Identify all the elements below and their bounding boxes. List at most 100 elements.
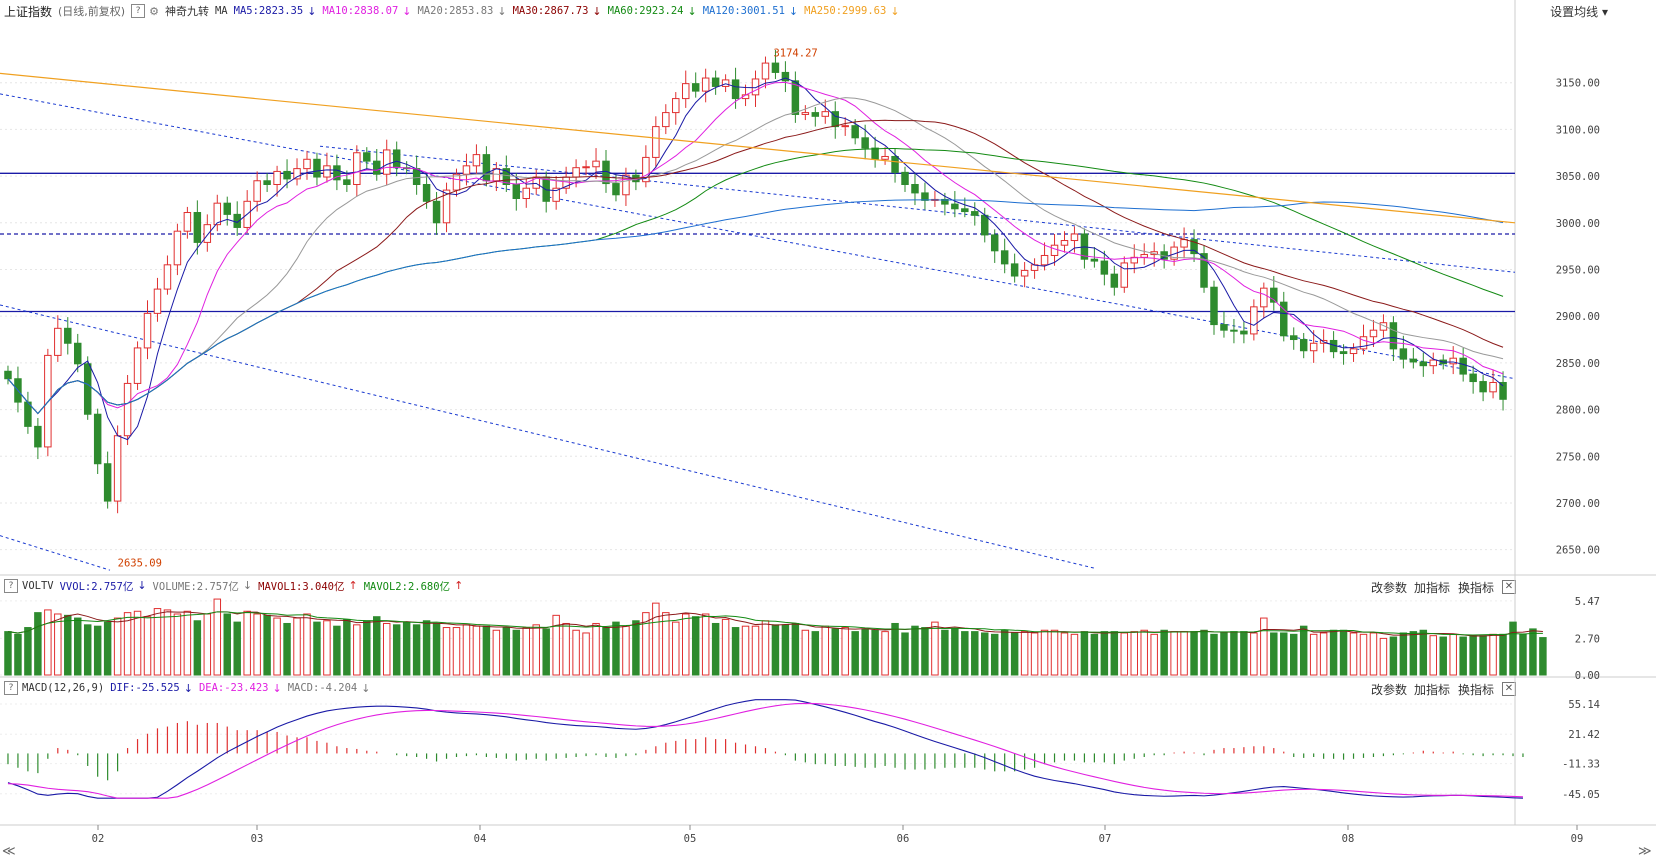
ma-trend-arrow: ↓: [890, 4, 900, 18]
volume-bar: [562, 622, 570, 676]
macd-switch-indicator-button[interactable]: 换指标: [1458, 683, 1495, 697]
candle-body: [1230, 329, 1238, 332]
volume-bar: [472, 625, 481, 676]
candle-body: [1260, 287, 1268, 308]
volume-bar: [143, 616, 152, 676]
volume-bar: [502, 627, 511, 676]
volume-bar: [741, 625, 750, 676]
x-tick-label: 07: [1099, 833, 1112, 845]
candle-body: [173, 230, 182, 266]
volume-close-icon[interactable]: ✕: [1502, 580, 1516, 594]
volume-bar: [582, 632, 590, 676]
candle-body: [283, 170, 291, 180]
volume-add-indicator-button[interactable]: 加指标: [1414, 581, 1451, 595]
candle-body: [1499, 381, 1507, 400]
volume-bar: [1280, 632, 1288, 676]
volume-bar: [701, 613, 710, 676]
candle-body: [1130, 256, 1138, 264]
ma-settings-button[interactable]: 设置均线 ▾: [1550, 5, 1608, 19]
candle-body: [512, 183, 521, 200]
candle-body: [1140, 254, 1148, 258]
volume-bar: [263, 614, 271, 676]
candle-body: [74, 342, 82, 365]
volume-bar: [711, 622, 720, 676]
candle-body: [612, 183, 620, 196]
candle-body: [681, 83, 690, 100]
candle-body: [482, 154, 491, 182]
volume-bar: [183, 610, 192, 676]
ma-legend: MA5:2823.35 ↓ MA10:2838.07 ↓ MA20:2853.83 ↓ MA…: [234, 5, 906, 18]
indicator-name[interactable]: 神奇九转: [164, 5, 209, 18]
macd-change-params-button[interactable]: 改参数: [1371, 683, 1408, 697]
volume-bar: [243, 610, 251, 676]
candle-body: [662, 112, 670, 128]
candle-body: [83, 363, 92, 415]
candle-body: [831, 111, 839, 128]
volume-bar: [64, 614, 72, 676]
volume-bar: [113, 617, 122, 676]
price-tick-label: 3100.00: [1556, 124, 1600, 136]
candle-body: [163, 264, 172, 290]
candle-body: [1100, 260, 1109, 275]
volume-bar: [1260, 617, 1268, 676]
volume-bar: [1339, 629, 1348, 676]
ma120-line: [7, 199, 1504, 415]
candle-body: [153, 288, 162, 314]
ma-legend-item: MA5:2823.35: [233, 4, 304, 17]
volume-switch-indicator-button[interactable]: 换指标: [1458, 581, 1495, 595]
volume-bar: [1200, 629, 1208, 676]
candle-body: [323, 165, 331, 178]
volume-bar: [1270, 632, 1278, 676]
volume-bar: [1050, 629, 1059, 676]
candle-body: [1399, 348, 1408, 360]
macd-legend-item: DEA:-23.423: [198, 681, 269, 694]
candle-body: [1469, 373, 1477, 383]
candle-body: [1000, 250, 1009, 265]
volume-bar: [1419, 629, 1428, 676]
volume-indicator-name: VOLTV: [22, 580, 54, 592]
price-tick-label: 2700.00: [1556, 498, 1600, 510]
volume-bar: [1459, 636, 1467, 676]
candle-body: [64, 327, 72, 344]
candle-body: [143, 312, 152, 349]
ma10-line: [7, 81, 1504, 415]
candle-body: [1449, 357, 1457, 365]
volume-bar: [353, 624, 361, 676]
macd-add-indicator-button[interactable]: 加指标: [1414, 683, 1451, 697]
volume-trend-arrow: ↑: [348, 578, 358, 592]
volume-bar: [781, 624, 790, 676]
volume-bar: [881, 631, 889, 676]
volume-bar: [811, 631, 820, 676]
scroll-left-icon[interactable]: ≪: [2, 844, 16, 859]
volume-bar: [1120, 632, 1129, 676]
candle-body: [642, 156, 650, 183]
help-icon[interactable]: ?: [131, 4, 146, 18]
x-tick-label: 02: [92, 833, 105, 845]
trend-line: [0, 304, 1096, 569]
mavol2-line: [7, 611, 1543, 636]
candle-body: [1359, 336, 1368, 350]
macd-close-icon[interactable]: ✕: [1502, 682, 1516, 696]
volume-bar: [861, 628, 869, 676]
volume-bar: [731, 627, 740, 676]
volume-bar: [1080, 631, 1089, 676]
volume-bar: [273, 617, 281, 676]
candle-body: [263, 180, 271, 185]
main-indicator-bar: 上证指数 (日线,前复权) ? ⚙ 神奇九转 MA MA5:2823.35 ↓ MA…: [0, 0, 1656, 22]
macd-tick-label: -45.05: [1562, 789, 1600, 801]
candle-body: [811, 112, 820, 117]
macd-help-icon[interactable]: ?: [4, 681, 18, 695]
volume-help-icon[interactable]: ?: [4, 579, 18, 593]
ma-trend-arrow: ↓: [788, 4, 799, 18]
candle-body: [1210, 286, 1218, 326]
volume-bar: [213, 598, 222, 676]
volume-tick-label: 5.47: [1575, 596, 1600, 608]
x-tick-label: 03: [251, 833, 264, 845]
gear-icon[interactable]: ⚙: [149, 4, 159, 18]
volume-bar: [1519, 633, 1527, 676]
volume-change-params-button[interactable]: 改参数: [1371, 581, 1408, 595]
candle-body: [293, 168, 301, 180]
scroll-right-icon[interactable]: ≫: [1638, 844, 1652, 859]
ma-legend-item: MA120:3001.51: [702, 4, 785, 17]
